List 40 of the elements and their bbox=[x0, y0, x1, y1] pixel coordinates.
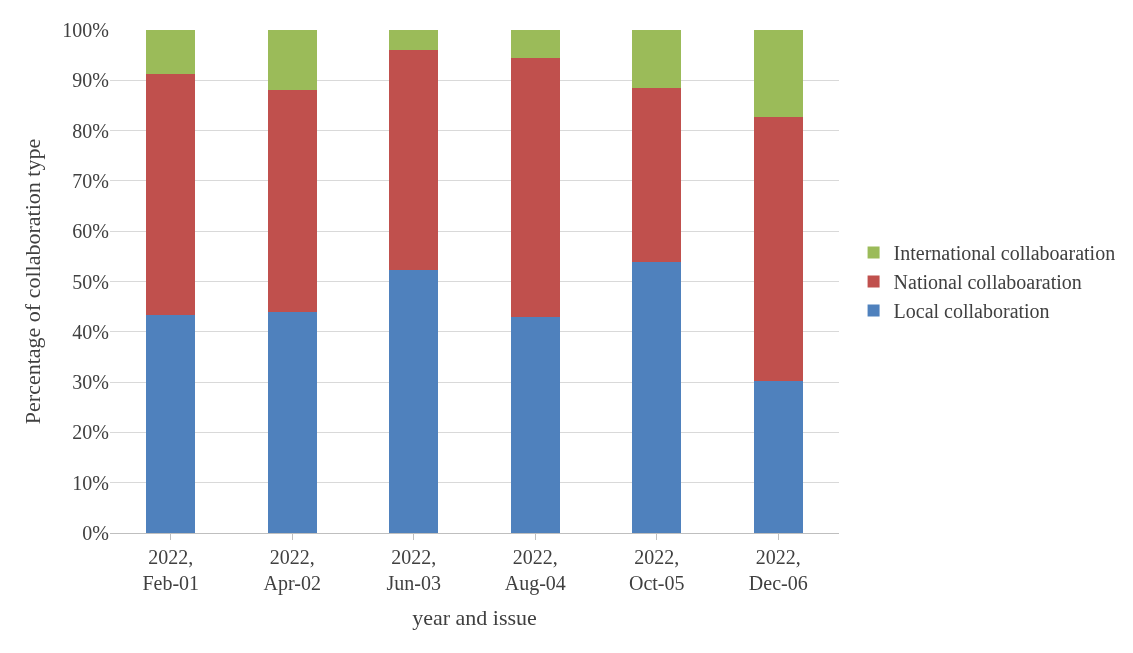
bar bbox=[389, 30, 439, 51]
bar bbox=[146, 30, 196, 75]
bar bbox=[267, 30, 317, 90]
y-tick-label: 60% bbox=[72, 220, 109, 243]
y-tick-label: 40% bbox=[72, 320, 109, 343]
bar bbox=[510, 58, 560, 317]
bar bbox=[632, 261, 682, 533]
bar bbox=[632, 30, 682, 88]
legend-label: Local collaboration bbox=[893, 300, 1050, 323]
y-tick-label: 20% bbox=[72, 421, 109, 444]
x-tick-label: 2022, Oct-05 bbox=[628, 546, 685, 594]
y-tick-label: 10% bbox=[72, 471, 109, 494]
y-tick-label: 100% bbox=[62, 19, 109, 41]
bar bbox=[267, 311, 317, 533]
y-tick-label: 50% bbox=[72, 270, 109, 293]
y-tick-label: 30% bbox=[72, 371, 109, 394]
bar bbox=[510, 316, 560, 533]
bar bbox=[146, 74, 196, 315]
bar bbox=[389, 50, 439, 271]
bar bbox=[753, 117, 803, 381]
bar bbox=[510, 30, 560, 59]
x-axis-title: year and issue bbox=[412, 604, 537, 630]
y-axis-title: Percentage of collaboration type bbox=[20, 138, 46, 425]
bar bbox=[146, 314, 196, 533]
bar bbox=[267, 89, 317, 312]
y-tick-label: 0% bbox=[82, 522, 109, 544]
legend-label: International collaboaration bbox=[893, 242, 1116, 265]
bar bbox=[753, 30, 803, 118]
bar bbox=[753, 380, 803, 533]
bar bbox=[389, 270, 439, 533]
x-tick-label: 2022, Apr-02 bbox=[263, 546, 321, 595]
x-tick-label: 2022, Aug-04 bbox=[504, 546, 566, 595]
legend-label: National collaboaration bbox=[893, 271, 1082, 294]
x-tick-label: 2022, Jun-03 bbox=[386, 546, 441, 594]
y-tick-label: 70% bbox=[72, 169, 109, 192]
bar bbox=[632, 87, 682, 262]
y-tick-label: 90% bbox=[72, 69, 109, 92]
x-tick-label: 2022, Feb-01 bbox=[142, 546, 200, 594]
y-tick-label: 80% bbox=[72, 119, 109, 142]
x-tick-label: 2022, Dec-06 bbox=[748, 546, 808, 594]
